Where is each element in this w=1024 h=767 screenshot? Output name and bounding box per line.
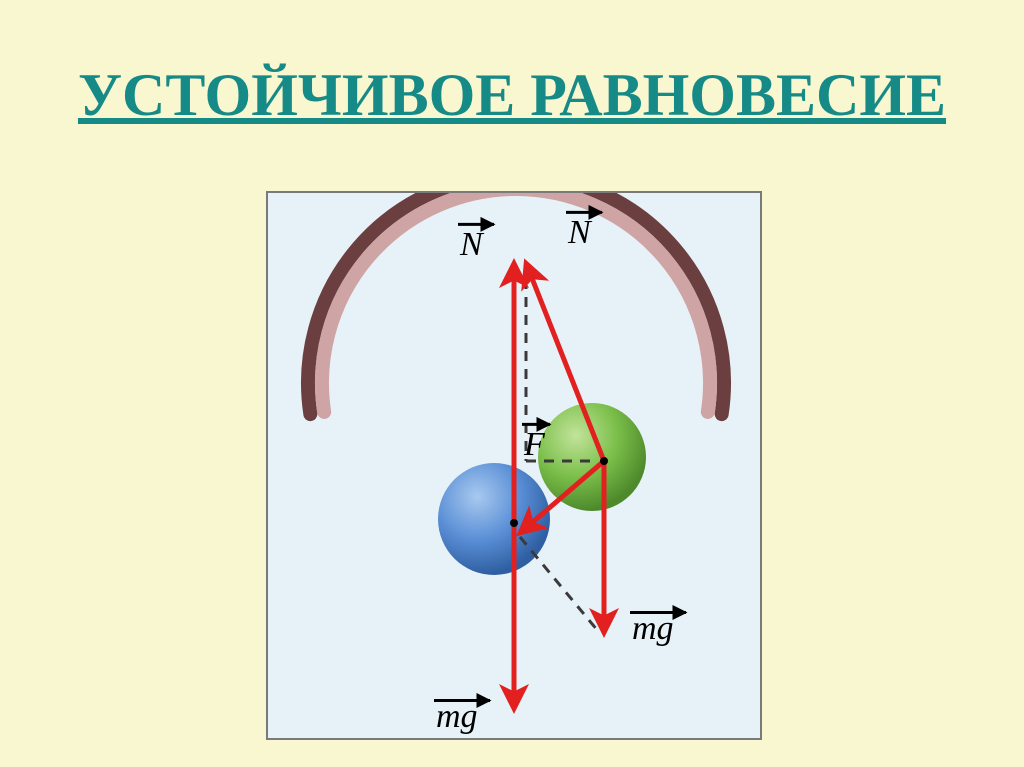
svg-text:N: N [459, 226, 485, 263]
page-title: УСТОЙЧИВОЕ РАВНОВЕСИЕ [0, 64, 1024, 127]
label-N-right: N [566, 212, 602, 251]
svg-text:F: F [523, 426, 546, 463]
equilibrium-diagram: N N F mg [268, 193, 764, 742]
label-mg-left: mg [434, 698, 490, 735]
label-N-left: N [458, 224, 494, 263]
diagram-frame: N N F mg [266, 191, 762, 740]
center-blue [510, 519, 518, 527]
svg-text:mg: mg [632, 610, 674, 647]
label-mg-right: mg [630, 610, 686, 647]
slide: УСТОЙЧИВОЕ РАВНОВЕСИЕ [0, 0, 1024, 767]
svg-text:mg: mg [436, 698, 478, 735]
center-green [600, 457, 608, 465]
svg-text:N: N [567, 214, 593, 251]
ball-green [538, 403, 646, 511]
